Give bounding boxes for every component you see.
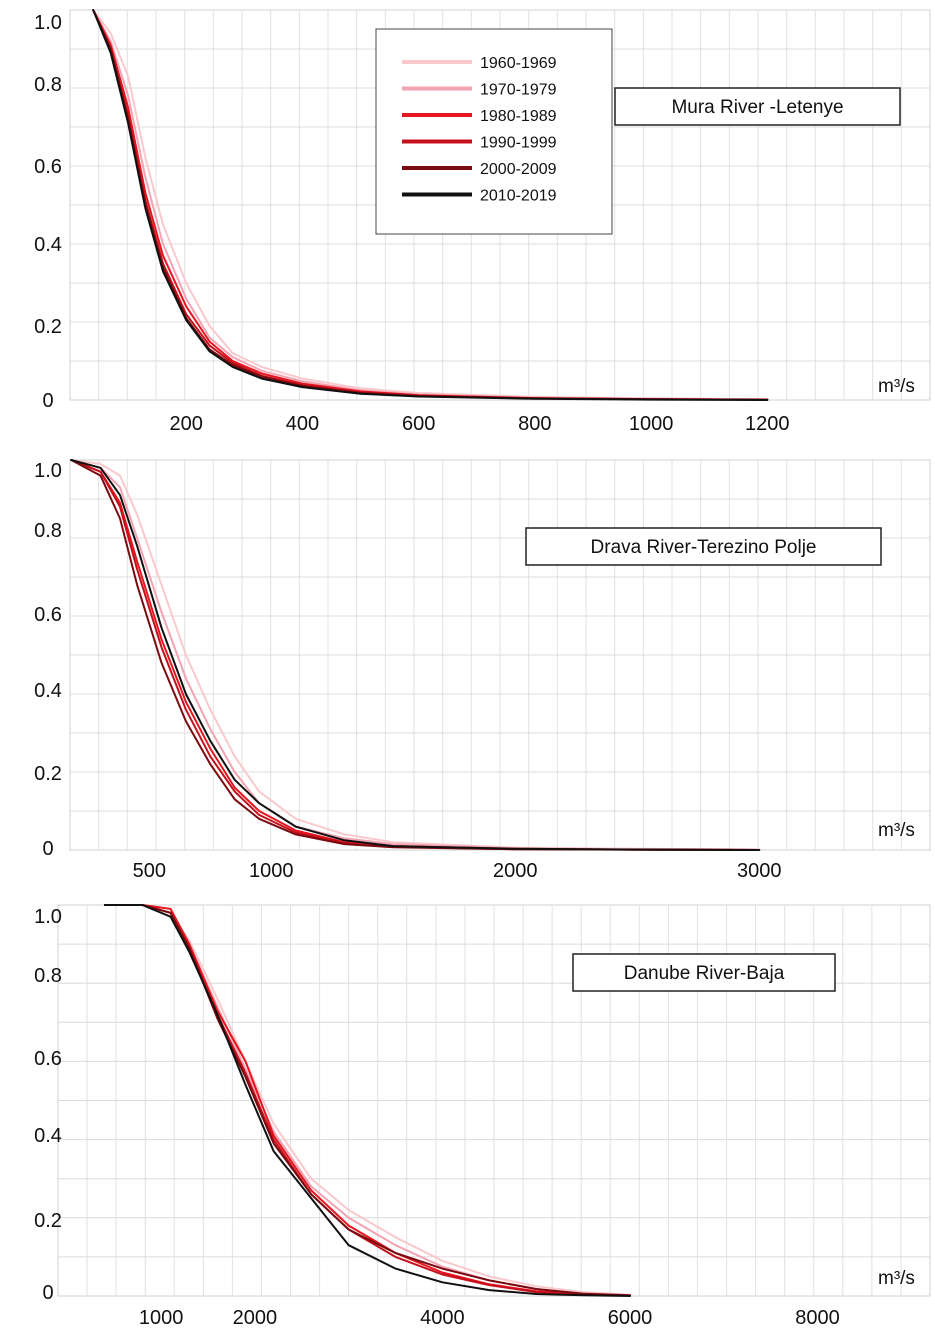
y-tick-label: 0 xyxy=(42,1282,53,1304)
river-label-box xyxy=(525,527,882,566)
x-tick-label: 600 xyxy=(402,413,435,435)
x-tick-label: 3000 xyxy=(737,860,782,882)
series-line-1960-1969 xyxy=(70,459,761,851)
legend-label: 1980-1989 xyxy=(480,108,557,125)
chart-panel-1: 0 0.2 0.4 0.6 0.8 1.0 200 400 600 800 1000 1200 m³/s… xyxy=(34,9,931,435)
y-tick-label: 0.2 xyxy=(34,763,62,785)
x-tick-label: 200 xyxy=(170,413,203,435)
x-tick-label: 1000 xyxy=(249,860,294,882)
x-tick-label: 4000 xyxy=(420,1307,465,1328)
unit-label: m³/s xyxy=(878,376,915,397)
y-tick-label: 0 xyxy=(42,838,53,860)
grid xyxy=(70,460,930,850)
y-tick-label: 0.2 xyxy=(34,1210,62,1232)
x-tick-label: 400 xyxy=(286,413,319,435)
series-line-1960-1969 xyxy=(92,9,769,401)
y-tick-label: 0.6 xyxy=(34,156,62,178)
legend-label: 2000-2009 xyxy=(480,161,557,178)
x-tick-label: 1000 xyxy=(139,1307,184,1328)
y-tick-label: 0.4 xyxy=(34,680,62,702)
x-tick-label: 800 xyxy=(518,413,551,435)
unit-label: m³/s xyxy=(878,1268,915,1289)
series-line-2010-2019 xyxy=(70,459,761,851)
y-tick-label: 1.0 xyxy=(34,12,62,34)
chart-panel-3: 0 0.2 0.4 0.6 0.8 1.0 1000 2000 4000 6000 8000 m³/s… xyxy=(34,904,931,1328)
y-tick-label: 0.4 xyxy=(34,234,62,256)
x-tick-label: 1200 xyxy=(745,413,790,435)
y-tick-label: 0.8 xyxy=(34,520,62,542)
y-tick-label: 0.4 xyxy=(34,1125,62,1147)
x-tick-label: 8000 xyxy=(795,1307,840,1328)
river-label: Danube River-Baja xyxy=(624,963,785,984)
river-label-box xyxy=(572,953,836,992)
y-tick-label: 0.2 xyxy=(34,316,62,338)
y-tick-label: 1.0 xyxy=(34,460,62,482)
chart-panel-2: 0 0.2 0.4 0.6 0.8 1.0 500 1000 2000 3000 m³/s Drava… xyxy=(34,459,931,882)
y-tick-label: 0 xyxy=(42,390,53,412)
y-tick-label: 0.6 xyxy=(34,604,62,626)
legend-label: 1990-1999 xyxy=(480,135,557,152)
river-label-box xyxy=(614,87,901,126)
river-label: Mura River -Letenye xyxy=(671,97,843,118)
y-tick-label: 0.6 xyxy=(34,1048,62,1070)
legend-label: 1960-1969 xyxy=(480,55,557,72)
x-tick-label: 6000 xyxy=(608,1307,653,1328)
x-tick-label: 2000 xyxy=(493,860,538,882)
river-label: Drava River-Terezino Polje xyxy=(591,537,817,558)
series-line-2000-2009 xyxy=(103,904,631,1297)
legend: 1960-1969 1970-1979 1980-1989 1990-1999 2000… xyxy=(375,28,613,235)
unit-label: m³/s xyxy=(878,820,915,841)
legend-label: 1970-1979 xyxy=(480,82,557,99)
x-tick-label: 1000 xyxy=(629,413,674,435)
legend-label: 2010-2019 xyxy=(480,188,557,205)
series-line-2010-2019 xyxy=(92,9,769,401)
y-tick-label: 1.0 xyxy=(34,906,62,928)
x-tick-label: 500 xyxy=(133,860,166,882)
x-tick-label: 2000 xyxy=(233,1307,278,1328)
series-line-2010-2019 xyxy=(103,904,631,1297)
y-tick-label: 0.8 xyxy=(34,74,62,96)
y-tick-label: 0.8 xyxy=(34,965,62,987)
